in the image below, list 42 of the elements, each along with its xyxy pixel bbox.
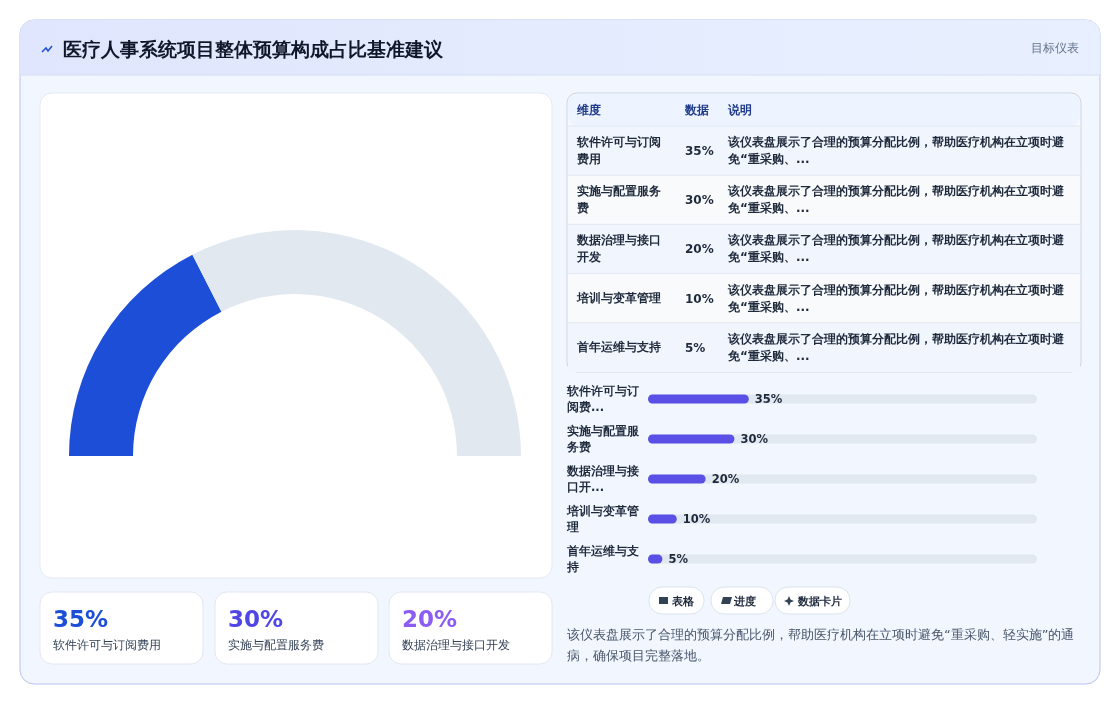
category-label: 数据治理与接口开发	[576, 232, 661, 264]
text: 该仪表盘展示了合理的预算分配比例，帮助医疗机构在立项时避免“重采购、轻实施”的通病，确保项目完整落地。	[567, 627, 1075, 663]
category-label: 首年运维与支持	[576, 339, 661, 354]
y-tick-label: 培训与变革管理	[566, 504, 639, 534]
category-label: 软件许可与订阅费用	[576, 134, 661, 166]
data-label: 20%	[711, 472, 740, 486]
text: 该仪表盘展示了合理的预算分配比例，帮助医疗机构在立项时避免“重采购、...	[727, 135, 1065, 166]
text: 35%	[685, 144, 714, 158]
y-tick-label: 首年运维与支持	[566, 544, 639, 574]
bar	[648, 474, 706, 484]
bar	[648, 434, 735, 444]
text: 该仪表盘展示了合理的预算分配比例，帮助医疗机构在立项时避免“重采购、...	[727, 184, 1065, 216]
chart-title: 医疗人事系统项目整体预算构成占比基准建议	[63, 38, 444, 60]
y-tick-label: 软件许可与订阅费...	[566, 384, 639, 414]
data-label: 35%	[754, 392, 783, 406]
bar	[648, 514, 677, 524]
category-label: 培训与变革管理	[576, 290, 661, 305]
category-label: 软件许可与订阅费用	[53, 638, 161, 652]
text: 数据卡片	[797, 595, 842, 608]
text: 说明	[727, 103, 752, 117]
category-label: 数据治理与接口开发	[402, 638, 510, 652]
data-label: 30%	[740, 432, 769, 446]
y-tick-label: 实施与配置服务费	[566, 424, 640, 454]
data-label: 5%	[668, 552, 689, 566]
text: 该仪表盘展示了合理的预算分配比例，帮助医疗机构在立项时避免“重采购、...	[727, 282, 1065, 314]
text: 该仪表盘展示了合理的预算分配比例，帮助医疗机构在立项时避免“重采购、...	[727, 233, 1065, 265]
text: 数据	[684, 103, 709, 117]
text: 5%	[685, 340, 706, 355]
text: 30%	[228, 606, 284, 632]
text: 维度	[576, 103, 601, 117]
text: 表格	[671, 595, 695, 608]
text: 35%	[53, 606, 109, 632]
category-label: 实施与配置服务费	[228, 638, 324, 652]
text: 10%	[685, 291, 714, 306]
text: 30%	[685, 193, 714, 208]
y-tick-label: 数据治理与接口开...	[566, 464, 639, 494]
text: 目标仪表	[1031, 41, 1079, 55]
text: 20%	[685, 242, 714, 257]
text: 该仪表盘展示了合理的预算分配比例，帮助医疗机构在立项时避免“重采购、...	[727, 331, 1065, 363]
text: 20%	[402, 606, 458, 632]
data-label: 10%	[682, 512, 711, 526]
text: 进度	[733, 595, 756, 608]
